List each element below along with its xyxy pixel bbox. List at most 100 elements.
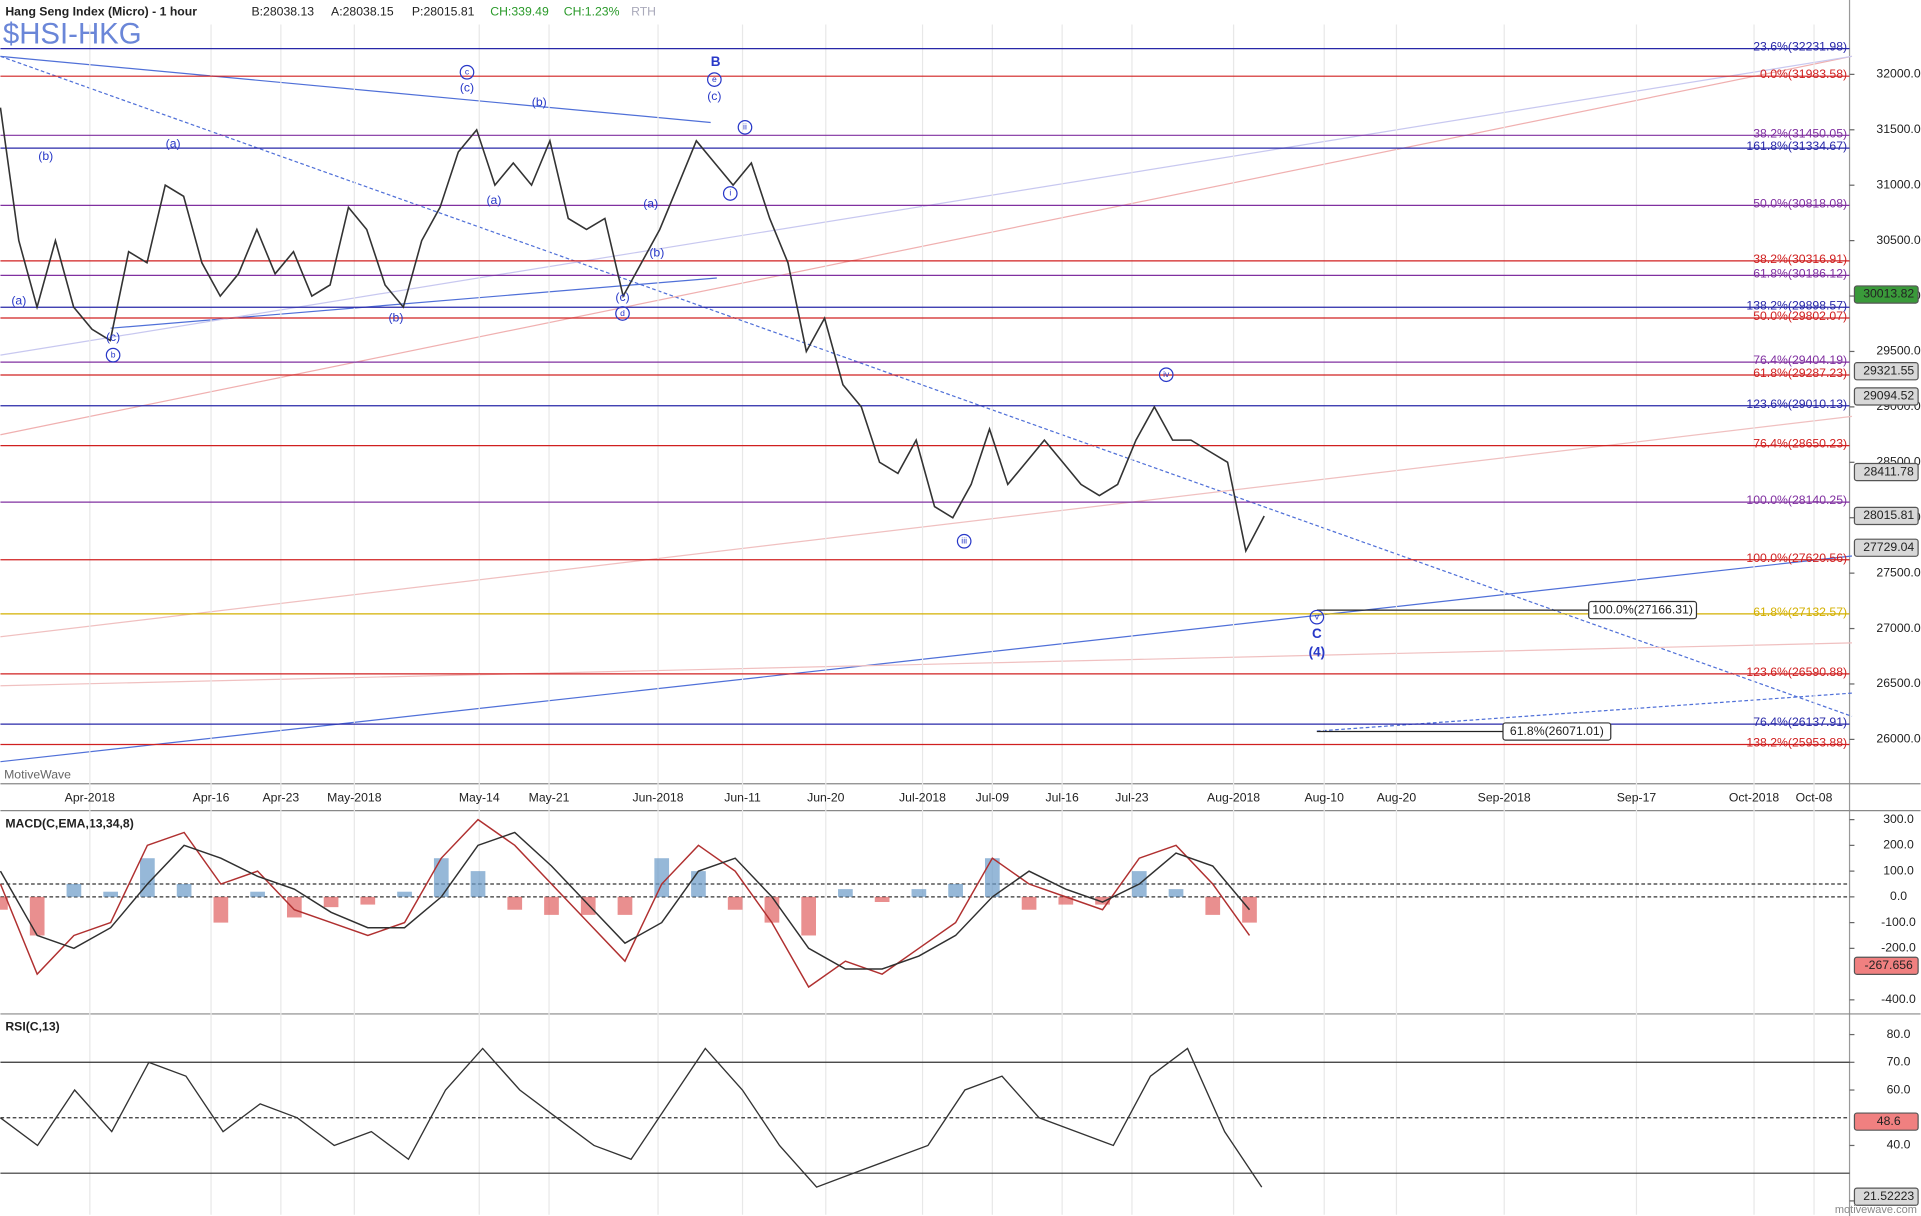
fib-label: 61.8%(27132.57) xyxy=(1753,605,1847,619)
price-box xyxy=(1853,387,1919,406)
trend-lines xyxy=(0,55,1853,763)
x-tick-label: Jul-16 xyxy=(1045,791,1079,805)
macd-line xyxy=(0,818,1251,989)
x-tick-label: Sep-2018 xyxy=(1478,791,1531,805)
trend-line xyxy=(1316,692,1853,732)
rsi-line xyxy=(0,1047,1263,1188)
macd-histogram-bar xyxy=(323,896,339,908)
price-box-label: 28411.78 xyxy=(1864,464,1914,478)
macd-histogram-bar xyxy=(801,896,817,936)
macd-histogram-bar xyxy=(948,883,963,897)
fib-label: 76.4%(26137.91) xyxy=(1753,715,1847,729)
x-tick-label: Aug-10 xyxy=(1304,791,1344,805)
macd-histogram-bar xyxy=(1021,896,1037,910)
x-tick-label: May-14 xyxy=(459,791,500,805)
level-box xyxy=(1502,722,1612,741)
header-title: Hang Seng Index (Micro) - 1 hour xyxy=(5,4,197,18)
brand: MotiveWave xyxy=(4,767,71,781)
x-tick-label: Jun-11 xyxy=(724,791,761,805)
y-tick-label: 100.0 xyxy=(1883,863,1914,877)
price-box xyxy=(1853,285,1919,304)
wave-circle xyxy=(1158,367,1174,383)
macd-histogram-bar xyxy=(360,896,376,905)
macd-histogram-bar xyxy=(654,858,670,897)
x-tick-label: Aug-2018 xyxy=(1207,791,1260,805)
trend-line xyxy=(0,415,1853,638)
y-tick-label: 40.0 xyxy=(1887,1138,1911,1152)
wave-label: (b) xyxy=(649,246,664,260)
header-change-pct: CH:1.23% xyxy=(564,4,620,18)
price-box xyxy=(1853,506,1919,526)
x-tick-label: Oct-08 xyxy=(1796,791,1833,805)
price-box-label: 30013.82 xyxy=(1863,287,1914,301)
price-box xyxy=(1853,1112,1919,1131)
macd-histogram-bar xyxy=(0,896,8,910)
wave-label: (c) xyxy=(106,330,120,344)
trend-line xyxy=(0,555,1853,763)
fib-label: 161.8%(31334.67) xyxy=(1746,139,1847,153)
y-tick-label: 0.0 xyxy=(1890,889,1907,903)
y-tick-label: 32000.0 xyxy=(1876,67,1920,81)
wave-label: (a) xyxy=(486,193,501,207)
y-tick-label: 80.0 xyxy=(1887,1027,1911,1041)
fib-label: 38.2%(30316.91) xyxy=(1753,252,1847,266)
fib-label: 23.6%(32231.98) xyxy=(1753,40,1847,54)
macd-histogram-bar xyxy=(507,896,523,910)
fib-label: 76.4%(28650.23) xyxy=(1753,437,1847,451)
macd-histogram-bar xyxy=(433,858,449,897)
rsi-title: RSI(C,13) xyxy=(5,1020,59,1034)
price-box-label: 29321.55 xyxy=(1863,363,1914,377)
fib-label: 38.2%(31450.05) xyxy=(1753,126,1847,140)
macd-histogram-bar xyxy=(286,896,302,918)
macd-histogram-bar xyxy=(874,896,890,903)
wave-label: (c) xyxy=(707,89,721,103)
macd-histogram-bar xyxy=(176,883,192,897)
wave-label: B xyxy=(711,54,721,69)
wave-circle xyxy=(615,306,630,321)
price-box xyxy=(1853,1187,1919,1206)
fib-label: 76.4%(29404.19) xyxy=(1753,353,1847,367)
x-tick-label: Jul-09 xyxy=(976,791,1010,805)
fib-label: 0.0%(31983.58) xyxy=(1760,67,1847,81)
price-box xyxy=(1853,538,1919,557)
wave-label: ii xyxy=(743,122,747,132)
y-tick-label: 31000.0 xyxy=(1876,177,1920,191)
wave-circle xyxy=(722,186,738,201)
y-tick-label: 300.0 xyxy=(1883,812,1914,826)
price-box-label: 28015.81 xyxy=(1863,508,1914,522)
x-tick-label: Jul-2018 xyxy=(899,791,946,805)
y-tick-label: 200.0 xyxy=(1883,838,1914,852)
macd-histogram-bar xyxy=(1095,896,1110,905)
wave-label: C xyxy=(1312,626,1322,641)
wave-circle xyxy=(707,72,722,87)
wave-label: b xyxy=(111,349,116,359)
y-tick-label: 31500.0 xyxy=(1876,122,1920,136)
macd-title: MACD(C,EMA,13,34,8) xyxy=(5,816,134,830)
x-tick-label: May-2018 xyxy=(327,791,382,805)
wave-label: (b) xyxy=(388,311,403,325)
price-line xyxy=(0,107,1265,554)
price-box xyxy=(1853,362,1919,381)
wave-label: (a) xyxy=(166,137,181,151)
trend-line xyxy=(0,55,1853,436)
trend-line xyxy=(0,642,1853,687)
y-tick-label: 30500.0 xyxy=(1876,233,1920,247)
y-tick-label: 26000.0 xyxy=(1876,732,1920,746)
fib-label: 61.8%(29287.23) xyxy=(1753,366,1847,380)
x-tick-label: Sep-17 xyxy=(1617,791,1657,805)
x-tick-label: Apr-23 xyxy=(262,791,299,805)
macd-histogram-bar xyxy=(544,896,559,915)
price-box xyxy=(1853,462,1919,482)
wave-label: (b) xyxy=(38,149,53,163)
macd-histogram-bar xyxy=(250,891,265,897)
wave-label: (a) xyxy=(11,293,26,307)
macd-histogram-bar xyxy=(1058,896,1074,905)
boxed-level-label: 61.8%(26071.01) xyxy=(1510,724,1604,738)
wave-label: (b) xyxy=(532,95,547,109)
x-tick-label: Aug-20 xyxy=(1377,791,1417,805)
footer: motivewave.com xyxy=(1835,1204,1917,1216)
macd-histogram-bar xyxy=(29,896,45,936)
level-box xyxy=(1588,600,1698,620)
macd-histogram-bar xyxy=(1205,896,1221,915)
wave-circle xyxy=(956,533,972,549)
